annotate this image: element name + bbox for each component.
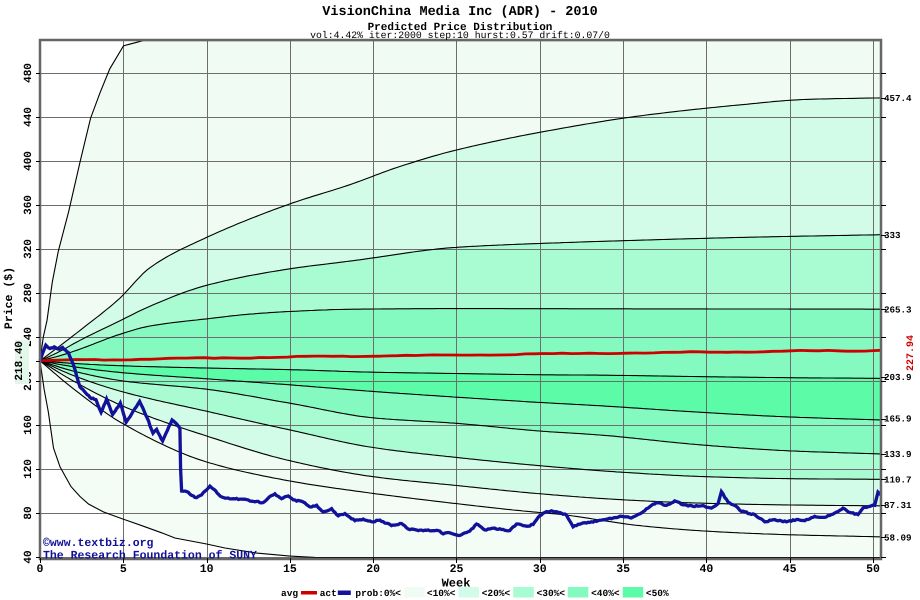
svg-text:10: 10 xyxy=(200,563,214,576)
svg-text:360: 360 xyxy=(23,195,35,215)
svg-text:265.3: 265.3 xyxy=(884,304,912,315)
svg-text:457.4: 457.4 xyxy=(884,93,912,104)
svg-text:Predicted Price Distribution: Predicted Price Distribution xyxy=(368,22,553,34)
svg-text:218.40: 218.40 xyxy=(14,341,26,381)
svg-text:15: 15 xyxy=(283,563,297,576)
svg-text:133.9: 133.9 xyxy=(884,449,912,460)
svg-text:45: 45 xyxy=(783,563,797,576)
svg-text:25: 25 xyxy=(450,563,464,576)
svg-text:333: 333 xyxy=(884,230,901,241)
svg-text:440: 440 xyxy=(23,107,35,127)
svg-text:110.7: 110.7 xyxy=(884,474,912,485)
svg-text:avg: avg xyxy=(281,588,298,599)
svg-text:80: 80 xyxy=(23,506,35,519)
svg-text:20: 20 xyxy=(366,563,380,576)
svg-text:40: 40 xyxy=(23,550,35,563)
svg-text:87.31: 87.31 xyxy=(884,500,912,511)
svg-text:<10%<: <10%< xyxy=(427,588,456,599)
svg-text:227.94: 227.94 xyxy=(906,335,917,371)
svg-text:Price ($): Price ($) xyxy=(3,267,16,329)
svg-text:280: 280 xyxy=(23,283,35,303)
svg-text:<30%<: <30%< xyxy=(537,588,566,599)
svg-text:prob:0%<: prob:0%< xyxy=(355,588,401,599)
svg-text:35: 35 xyxy=(616,563,630,576)
svg-text:400: 400 xyxy=(23,151,35,171)
svg-text:The Research Foundation of SUN: The Research Foundation of SUNY xyxy=(43,550,257,563)
svg-text:480: 480 xyxy=(23,63,35,83)
svg-text:5: 5 xyxy=(120,563,127,576)
svg-text:160: 160 xyxy=(23,415,35,435)
svg-text:320: 320 xyxy=(23,239,35,259)
svg-text:<50%: <50% xyxy=(646,588,669,599)
svg-text:203.9: 203.9 xyxy=(884,372,912,383)
svg-text:<20%<: <20%< xyxy=(482,588,511,599)
svg-text:120: 120 xyxy=(23,459,35,479)
svg-text:act: act xyxy=(320,588,337,599)
svg-text:165.9: 165.9 xyxy=(884,414,912,425)
svg-text:vol:4.42% iter:2000 step:10 hu: vol:4.42% iter:2000 step:10 hurst:0.57 d… xyxy=(310,30,610,41)
svg-text:©www.textbiz.org: ©www.textbiz.org xyxy=(43,537,154,550)
svg-text:58.09: 58.09 xyxy=(884,532,912,543)
svg-text:30: 30 xyxy=(533,563,547,576)
svg-text:<40%<: <40%< xyxy=(591,588,620,599)
svg-text:40: 40 xyxy=(699,563,713,576)
svg-text:VisionChina Media Inc (ADR) -: VisionChina Media Inc (ADR) - 2010 xyxy=(322,5,597,20)
svg-text:50: 50 xyxy=(866,563,880,576)
svg-text:0: 0 xyxy=(37,563,44,576)
